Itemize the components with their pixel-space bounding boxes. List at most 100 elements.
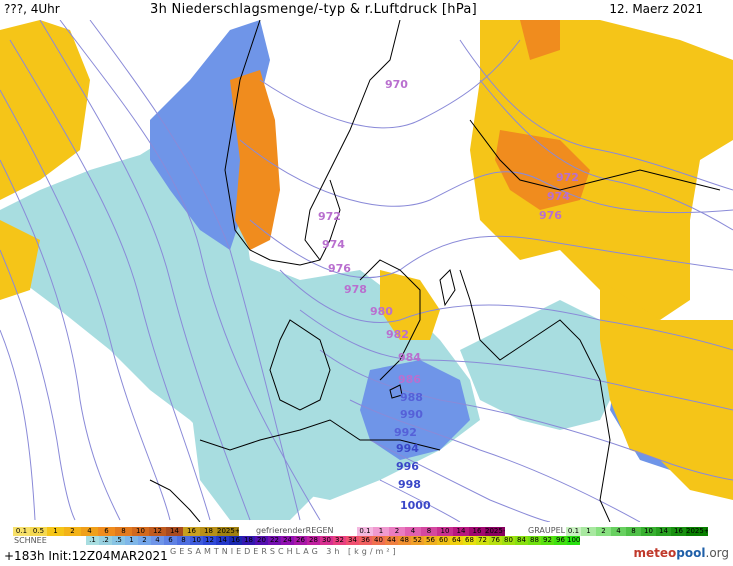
rain-field-gotland <box>380 270 440 340</box>
scale-tick: 2 <box>64 527 81 536</box>
scale-tick: 14 <box>216 536 229 545</box>
snow-field-southwest <box>190 400 320 520</box>
isobar-label: 1000 <box>400 499 431 512</box>
scale-tick: 2 <box>138 536 151 545</box>
isobar-label: 974 <box>547 190 570 203</box>
meteopool-logo[interactable]: meteopool.org <box>634 546 729 560</box>
scale-tick: 26 <box>294 536 307 545</box>
pressure-labels: 970 972 974 976 978 980 982 984 986 972 … <box>318 78 579 512</box>
scale-tick: 2025+ <box>217 527 239 536</box>
scale-tick: 0.1 <box>357 527 373 536</box>
scale-tick: 12 <box>203 536 216 545</box>
graupel-title: GRAUPEL <box>528 526 566 535</box>
scale-tick: 16 <box>183 527 200 536</box>
logo-part-org: .org <box>705 546 730 560</box>
scale-tick: 12 <box>149 527 166 536</box>
map-title: 3h Niederschlagsmenge/-typ & r.Luftdruck… <box>150 2 478 17</box>
scale-tick: 56 <box>424 536 437 545</box>
scale-tick: 96 <box>554 536 567 545</box>
legend: 0.1 0.5 1 2 4 6 8 10 12 14 16 18 2025+ S… <box>0 522 733 566</box>
isobar-label: 970 <box>385 78 408 91</box>
run-info: +183h Init:12Z04MAR2021 <box>4 549 168 563</box>
isobar-label: 996 <box>396 460 419 473</box>
isobar-label: 976 <box>328 262 351 275</box>
scale-tick: 44 <box>385 536 398 545</box>
isobar-label: 976 <box>539 209 562 222</box>
scale-tick: 0.1 <box>566 527 581 536</box>
scale-tick: 16 <box>671 527 686 536</box>
isobar-layer <box>0 20 733 522</box>
map-canvas: 970 972 974 976 978 980 982 984 986 972 … <box>0 20 733 522</box>
scale-tick: 60 <box>437 536 450 545</box>
isobar-label: 998 <box>398 478 421 491</box>
rain-scale: 0.1 0.5 1 2 4 6 8 10 12 14 16 18 2025+ <box>13 527 239 536</box>
isobar-label: 988 <box>400 391 423 404</box>
isobar-label: 982 <box>386 328 409 341</box>
isobar-label: 978 <box>344 283 367 296</box>
graupel-scale: 0.1 1 2 4 8 10 14 16 2025+ <box>566 527 708 536</box>
scale-tick: 100 <box>567 536 580 545</box>
scale-tick: 16 <box>469 527 485 536</box>
snow-title: SCHNEE <box>14 536 47 545</box>
finland-coast <box>469 119 721 191</box>
germany-coast <box>199 419 441 451</box>
freezing-rain-scale: 0.1 1 2 4 8 10 14 16 2025+ <box>357 527 505 536</box>
rain-field-northwest <box>0 20 90 200</box>
scale-tick: 4 <box>405 527 421 536</box>
total-precip-title: GESAMTNIEDERSCHLAG 3h [kg/m²] <box>170 547 399 556</box>
scale-tick: 14 <box>166 527 183 536</box>
scale-tick: 2 <box>389 527 405 536</box>
heavy-rain-norway <box>230 70 280 250</box>
scale-tick: 8 <box>177 536 190 545</box>
isobar-label: 990 <box>400 408 423 421</box>
scale-tick: 52 <box>411 536 424 545</box>
denmark-coast <box>269 319 331 411</box>
scale-tick: 2 <box>596 527 611 536</box>
scale-tick: 14 <box>656 527 671 536</box>
logo-part-pool: pool <box>676 546 706 560</box>
scale-tick: 1 <box>47 527 64 536</box>
scale-tick: 72 <box>476 536 489 545</box>
snow-field-east <box>460 300 620 430</box>
scale-tick: 6 <box>164 536 177 545</box>
scale-tick: 92 <box>541 536 554 545</box>
scale-tick: .1 <box>86 536 99 545</box>
scale-tick: .2 <box>99 536 112 545</box>
scale-tick: 8 <box>115 527 132 536</box>
scale-tick: 84 <box>515 536 528 545</box>
scale-tick: 1 <box>581 527 596 536</box>
bornholm-island <box>389 384 403 399</box>
scale-tick: 4 <box>151 536 164 545</box>
gotland-island <box>439 269 456 307</box>
scale-tick: 2025+ <box>686 527 708 536</box>
scale-tick: 64 <box>450 536 463 545</box>
scale-tick: 4 <box>81 527 98 536</box>
scale-tick: 88 <box>528 536 541 545</box>
scale-tick: 28 <box>307 536 320 545</box>
total-precip-scale: .1 .2 .5 1 2 4 6 8 10 12 14 16 18 20 22 … <box>86 536 580 545</box>
scale-tick: 6 <box>98 527 115 536</box>
heavy-rain-north <box>520 20 560 60</box>
snow-field-west <box>0 130 480 500</box>
scale-tick: 30 <box>320 536 333 545</box>
scale-tick: 4 <box>611 527 626 536</box>
scale-tick: 1 <box>373 527 389 536</box>
rain-field-east <box>600 280 733 500</box>
scale-tick: .5 <box>112 536 125 545</box>
isobar-label: 980 <box>370 305 393 318</box>
coastline-layer <box>149 20 721 522</box>
scale-tick: 22 <box>268 536 281 545</box>
scale-tick: 8 <box>626 527 641 536</box>
rain-field-west-edge <box>0 220 40 300</box>
isobar-label: 986 <box>398 373 421 386</box>
scale-tick: 18 <box>200 527 217 536</box>
heavy-rain-finland <box>495 130 590 210</box>
title-bar: ???, 4Uhr 3h Niederschlagsmenge/-typ & r… <box>0 0 733 20</box>
scale-tick: 2025+ <box>485 527 505 536</box>
isobar-label: 972 <box>318 210 341 223</box>
netherlands-coast <box>149 479 201 522</box>
scale-tick: 10 <box>437 527 453 536</box>
scale-tick: 10 <box>190 536 203 545</box>
isobar-label: 994 <box>396 442 419 455</box>
scale-tick: 10 <box>641 527 656 536</box>
